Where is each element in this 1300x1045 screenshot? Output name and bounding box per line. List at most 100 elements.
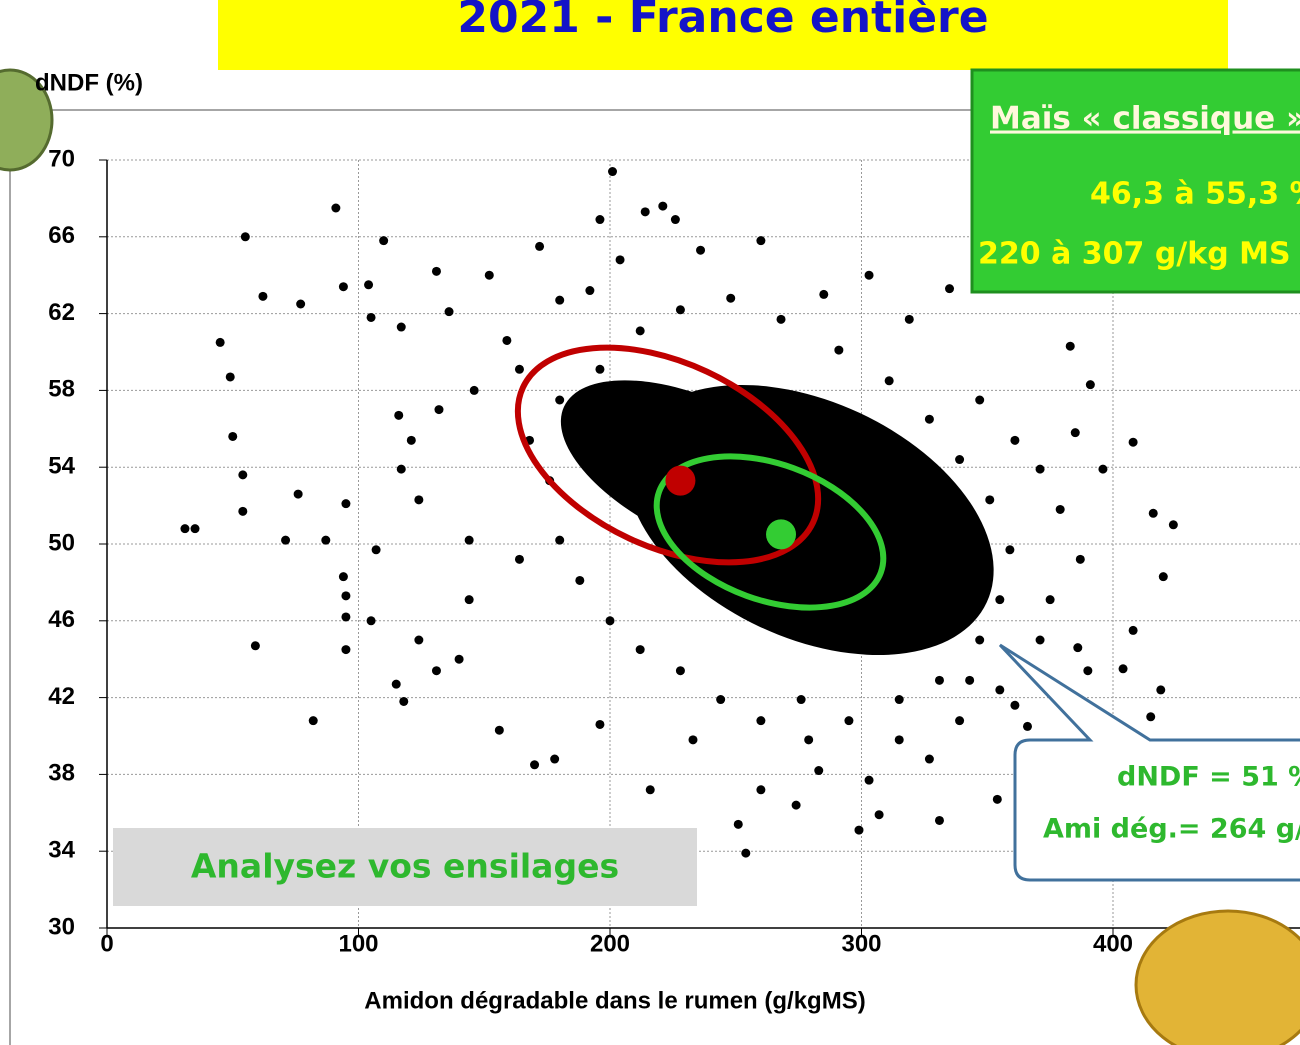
y-tick-label: 70 — [48, 145, 75, 172]
x-tick-label: 200 — [590, 930, 630, 957]
point — [688, 735, 698, 745]
point — [555, 535, 565, 545]
point — [1118, 664, 1128, 674]
point — [934, 675, 944, 685]
point — [228, 431, 238, 441]
point — [464, 595, 474, 605]
point — [844, 716, 854, 726]
highlight-point — [766, 519, 797, 550]
y-tick-label: 50 — [48, 529, 75, 556]
point — [924, 754, 934, 764]
point — [864, 775, 874, 785]
info-box — [970, 68, 1300, 294]
note: Analysez vos ensilages — [191, 847, 619, 886]
y-tick-label: 54 — [48, 453, 75, 480]
point — [675, 666, 685, 676]
density-core — [560, 380, 840, 560]
point — [716, 695, 726, 705]
point — [535, 241, 545, 251]
point — [396, 464, 406, 474]
point — [854, 825, 864, 835]
point — [364, 280, 374, 290]
point — [341, 499, 351, 509]
point — [814, 766, 824, 776]
point — [530, 760, 540, 770]
point — [924, 414, 934, 424]
x-tick-label: 0 — [100, 930, 113, 957]
point — [296, 299, 306, 309]
point — [955, 716, 965, 726]
point — [658, 201, 668, 211]
point — [696, 245, 706, 255]
point — [1010, 700, 1020, 710]
info-line: 46,3 à 55,3 % — [1090, 177, 1300, 212]
point — [281, 535, 291, 545]
y-axis-label: dNDF (%) — [35, 69, 143, 96]
point — [225, 372, 235, 382]
highlight-point — [665, 465, 696, 496]
point — [975, 635, 985, 645]
point — [992, 794, 1002, 804]
point — [756, 785, 766, 795]
point — [399, 696, 409, 706]
callout-line: dNDF = 51 % — [1117, 762, 1300, 793]
point — [894, 695, 904, 705]
point — [431, 666, 441, 676]
point — [550, 754, 560, 764]
point — [366, 312, 376, 322]
point — [1168, 520, 1178, 530]
point — [238, 470, 248, 480]
point — [645, 785, 655, 795]
point — [514, 554, 524, 564]
point — [640, 207, 650, 217]
point — [338, 572, 348, 582]
point — [238, 506, 248, 516]
point — [804, 735, 814, 745]
y-tick-label: 38 — [48, 760, 75, 787]
range-ellipse — [653, 453, 887, 611]
point — [391, 679, 401, 689]
point — [502, 335, 512, 345]
point — [250, 641, 260, 651]
plot-area: 30 34 38 42 46 50 54 58 62 66 70 0 100 200 300 400 — [48, 145, 1300, 957]
point — [396, 322, 406, 332]
point — [955, 455, 965, 465]
title-box — [218, 0, 1228, 70]
point — [884, 376, 894, 386]
point — [615, 255, 625, 265]
point — [514, 364, 524, 374]
point — [741, 848, 751, 858]
point — [1098, 464, 1108, 474]
point — [608, 167, 618, 177]
point — [635, 645, 645, 655]
point — [995, 595, 1005, 605]
point — [484, 270, 494, 280]
corn-image — [1134, 909, 1300, 1045]
y-tick-label: 42 — [48, 683, 75, 710]
frame — [9, 109, 1300, 1045]
point — [454, 654, 464, 664]
point — [819, 289, 829, 299]
point — [406, 435, 416, 445]
point — [258, 291, 268, 301]
point — [1156, 685, 1166, 695]
point — [1148, 508, 1158, 518]
point — [796, 695, 806, 705]
point — [670, 215, 680, 225]
point — [394, 410, 404, 420]
point — [756, 236, 766, 246]
note-box — [113, 828, 697, 906]
x-tick-label: 400 — [1093, 930, 1133, 957]
point — [555, 395, 565, 405]
point — [894, 735, 904, 745]
point — [1085, 380, 1095, 390]
point — [595, 215, 605, 225]
point — [444, 307, 454, 317]
point — [1035, 635, 1045, 645]
y-tick-label: 30 — [48, 913, 75, 940]
point — [595, 364, 605, 374]
point — [934, 815, 944, 825]
point — [1022, 721, 1032, 731]
point — [1158, 572, 1168, 582]
point — [995, 685, 1005, 695]
